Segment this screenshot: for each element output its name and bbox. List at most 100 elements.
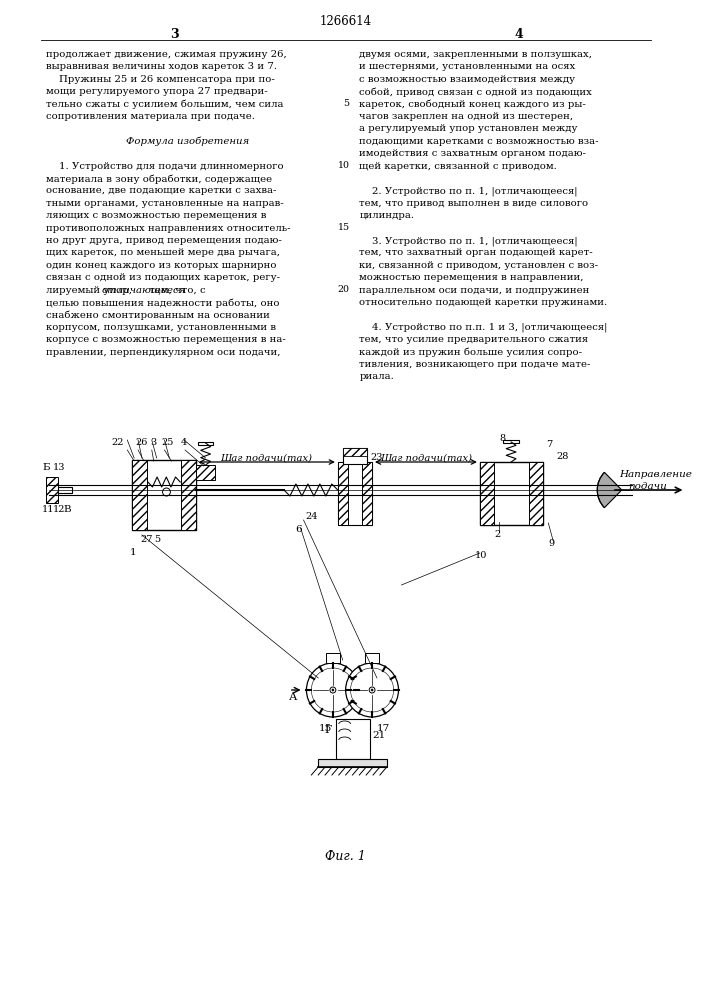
Text: 5: 5 <box>344 99 349 108</box>
Bar <box>326 653 340 663</box>
Bar <box>318 759 387 767</box>
Text: 7: 7 <box>547 440 553 449</box>
Bar <box>343 448 367 456</box>
Text: снабжено смонтированным на основании: снабжено смонтированным на основании <box>46 310 270 320</box>
Text: сопротивления материала при подаче.: сопротивления материала при подаче. <box>46 112 255 121</box>
Text: относительно подающей каретки пружинами.: относительно подающей каретки пружинами. <box>359 298 607 307</box>
Text: тельно сжаты с усилием большим, чем сила: тельно сжаты с усилием большим, чем сила <box>46 100 284 109</box>
Circle shape <box>306 663 359 717</box>
Text: лируемый упор,: лируемый упор, <box>46 286 135 295</box>
Text: 17: 17 <box>377 724 390 733</box>
Bar <box>529 462 544 525</box>
Text: 15: 15 <box>319 724 332 733</box>
Bar <box>132 460 147 530</box>
Text: 8: 8 <box>499 434 506 443</box>
Text: а регулируемый упор установлен между: а регулируемый упор установлен между <box>359 124 578 133</box>
Text: А: А <box>289 692 297 702</box>
Text: риала.: риала. <box>359 372 395 381</box>
Text: 9: 9 <box>549 539 554 548</box>
Text: 11: 11 <box>42 505 54 514</box>
Text: 15: 15 <box>337 223 349 232</box>
Text: тем, что привод выполнен в виде силового: тем, что привод выполнен в виде силового <box>359 199 588 208</box>
Text: 2. Устройство по п. 1, |отличающееся|: 2. Устройство по п. 1, |отличающееся| <box>359 186 578 196</box>
Text: основание, две подающие каретки с захва-: основание, две подающие каретки с захва- <box>46 186 276 195</box>
Text: Шаг подачи(max): Шаг подачи(max) <box>221 454 312 463</box>
Bar <box>480 462 544 525</box>
Text: 12: 12 <box>53 505 65 514</box>
Text: собой, привод связан с одной из подающих: собой, привод связан с одной из подающих <box>359 87 592 97</box>
Text: ки, связанной с приводом, установлен с воз-: ки, связанной с приводом, установлен с в… <box>359 261 598 270</box>
Text: тивления, возникающего при подаче мате-: тивления, возникающего при подаче мате- <box>359 360 591 369</box>
Text: 3: 3 <box>170 28 179 41</box>
Text: тем, что, с: тем, что, с <box>146 286 206 295</box>
Text: 4. Устройство по п.п. 1 и 3, |отличающееся|: 4. Устройство по п.п. 1 и 3, |отличающее… <box>359 323 608 332</box>
Circle shape <box>311 668 354 712</box>
Text: 6: 6 <box>296 525 303 534</box>
Text: чагов закреплен на одной из шестерен,: чагов закреплен на одной из шестерен, <box>359 112 573 121</box>
Bar <box>198 442 214 445</box>
Text: 22: 22 <box>112 438 124 447</box>
Text: Фиг. 1: Фиг. 1 <box>325 850 366 863</box>
Text: 1266614: 1266614 <box>320 15 372 28</box>
Circle shape <box>346 663 399 717</box>
Bar <box>362 462 372 525</box>
Text: параллельном оси подачи, и подпружинен: параллельном оси подачи, и подпружинен <box>359 286 590 295</box>
Text: с возможностью взаимодействия между: с возможностью взаимодействия между <box>359 75 575 84</box>
Text: 1. Устройство для подачи длинномерного: 1. Устройство для подачи длинномерного <box>46 162 284 171</box>
Text: продолжает движение, сжимая пружину 26,: продолжает движение, сжимая пружину 26, <box>46 50 287 59</box>
Text: 4: 4 <box>181 438 187 447</box>
Text: тными органами, установленные на направ-: тными органами, установленные на направ- <box>46 199 284 208</box>
Bar <box>503 440 519 443</box>
Text: целью повышения надежности работы, оно: целью повышения надежности работы, оно <box>46 298 279 308</box>
Circle shape <box>371 689 373 691</box>
Text: 23: 23 <box>370 453 382 462</box>
Text: 10: 10 <box>475 551 487 560</box>
Text: щих кареток, по меньшей мере два рычага,: щих кареток, по меньшей мере два рычага, <box>46 248 280 257</box>
Text: и шестернями, установленными на осях: и шестернями, установленными на осях <box>359 62 575 71</box>
Text: 26: 26 <box>135 438 148 447</box>
Text: имодействия с захватным органом подаю-: имодействия с захватным органом подаю- <box>359 149 586 158</box>
Text: ляющих с возможностью перемещения в: ляющих с возможностью перемещения в <box>46 211 267 220</box>
Text: подачи: подачи <box>629 482 667 491</box>
Text: противоположных направлениях относитель-: противоположных направлениях относитель- <box>46 224 291 233</box>
Text: цилиндра.: цилиндра. <box>359 211 414 220</box>
Text: один конец каждого из которых шарнирно: один конец каждого из которых шарнирно <box>46 261 276 270</box>
Bar <box>366 653 379 663</box>
Text: 24: 24 <box>305 512 318 521</box>
Text: 20: 20 <box>337 285 349 294</box>
Text: 5: 5 <box>153 535 160 544</box>
Text: 25: 25 <box>162 438 174 447</box>
Text: выравнивая величины ходов кареток 3 и 7.: выравнивая величины ходов кареток 3 и 7. <box>46 62 277 71</box>
Text: но друг друга, привод перемещения подаю-: но друг друга, привод перемещения подаю- <box>46 236 282 245</box>
Text: отличающееся: отличающееся <box>102 286 186 295</box>
Text: правлении, перпендикулярном оси подачи,: правлении, перпендикулярном оси подачи, <box>46 348 281 357</box>
Text: 3. Устройство по п. 1, |отличающееся|: 3. Устройство по п. 1, |отличающееся| <box>359 236 578 245</box>
Bar <box>46 477 58 503</box>
Text: связан с одной из подающих кареток, регу-: связан с одной из подающих кареток, регу… <box>46 273 280 282</box>
Text: 27: 27 <box>140 535 153 544</box>
Text: мощи регулируемого упора 27 предвари-: мощи регулируемого упора 27 предвари- <box>46 87 268 96</box>
Bar <box>181 460 196 530</box>
Text: 10: 10 <box>337 161 349 170</box>
Text: двумя осями, закрепленными в ползушках,: двумя осями, закрепленными в ползушках, <box>359 50 592 59</box>
Text: 13: 13 <box>53 463 65 472</box>
Circle shape <box>163 488 170 496</box>
Text: кареток, свободный конец каждого из ры-: кареток, свободный конец каждого из ры- <box>359 100 586 109</box>
Text: тем, что захватный орган подающей карет-: тем, что захватный орган подающей карет- <box>359 248 593 257</box>
Text: 1: 1 <box>130 548 137 557</box>
Text: Б: Б <box>42 463 49 472</box>
Text: Шаг подачи(max): Шаг подачи(max) <box>380 454 472 463</box>
Text: корпусе с возможностью перемещения в на-: корпусе с возможностью перемещения в на- <box>46 335 286 344</box>
Bar <box>480 462 494 525</box>
Bar <box>336 719 370 759</box>
Wedge shape <box>597 472 621 508</box>
Text: В: В <box>64 505 71 514</box>
Bar <box>132 460 196 530</box>
Text: Формула изобретения: Формула изобретения <box>127 137 250 146</box>
Circle shape <box>330 687 336 693</box>
Text: щей каретки, связанной с приводом.: щей каретки, связанной с приводом. <box>359 162 557 171</box>
Circle shape <box>351 668 394 712</box>
Circle shape <box>369 687 375 693</box>
Bar <box>196 465 216 480</box>
Text: материала в зону обработки, содержащее: материала в зону обработки, содержащее <box>46 174 272 184</box>
